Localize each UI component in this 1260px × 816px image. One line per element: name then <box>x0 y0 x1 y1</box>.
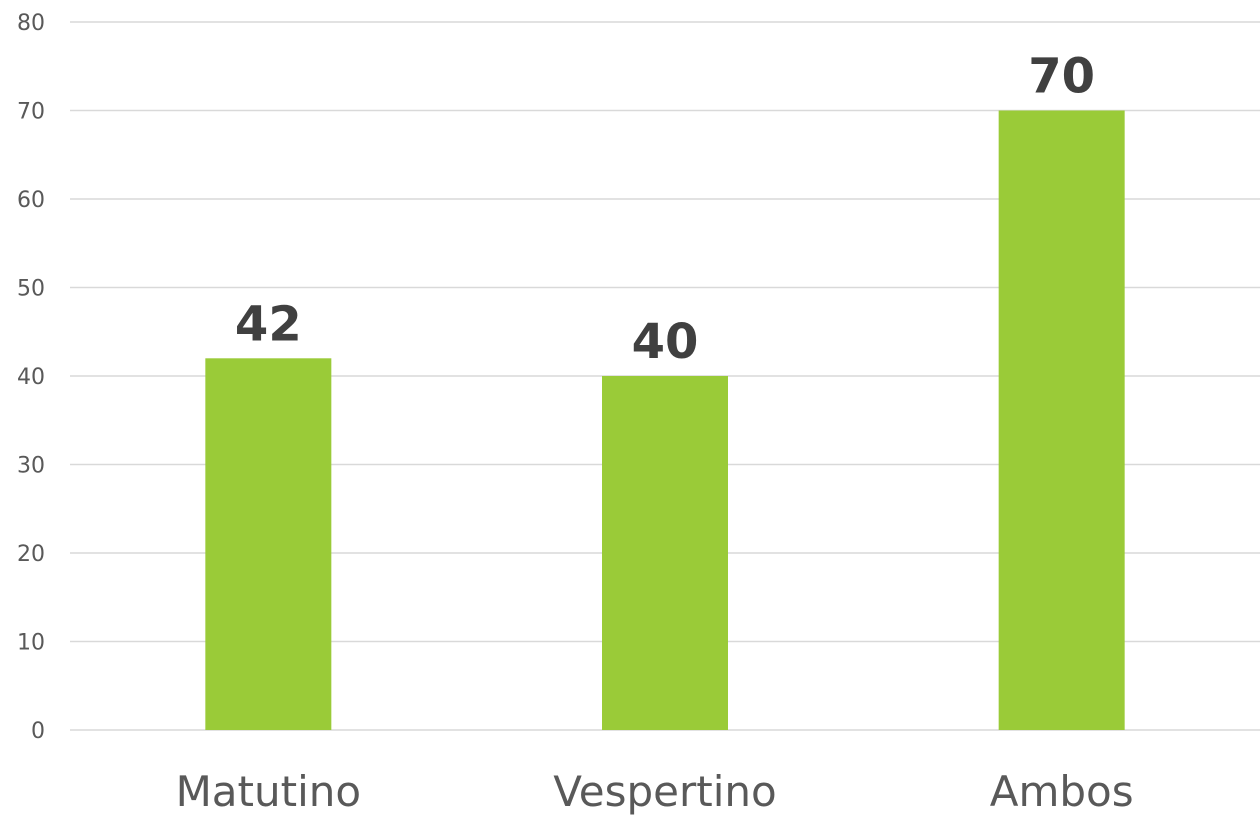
data-label-vespertino: 40 <box>632 314 699 370</box>
y-tick-label: 80 <box>17 11 45 36</box>
y-tick-label: 60 <box>17 188 45 213</box>
data-label-matutino: 42 <box>235 296 302 352</box>
category-label-matutino: Matutino <box>176 767 362 816</box>
y-tick-label: 70 <box>17 100 45 125</box>
bar-vespertino <box>602 376 728 730</box>
category-label-ambos: Ambos <box>990 767 1134 816</box>
y-axis-tick-labels: 0 10 20 30 40 50 60 70 80 <box>17 11 45 744</box>
data-label-ambos: 70 <box>1028 49 1095 105</box>
y-tick-label: 30 <box>17 454 45 479</box>
x-axis-category-labels: Matutino Vespertino Ambos <box>176 767 1134 816</box>
y-tick-label: 20 <box>17 542 45 567</box>
category-label-vespertino: Vespertino <box>553 767 776 816</box>
bar-matutino <box>205 358 332 730</box>
bars <box>205 110 1125 730</box>
y-tick-label: 0 <box>31 719 45 744</box>
data-labels: 42 40 70 <box>235 49 1095 371</box>
bar-ambos <box>998 110 1125 730</box>
y-tick-label: 40 <box>17 365 45 390</box>
y-tick-label: 10 <box>17 631 45 656</box>
y-tick-label: 50 <box>17 277 45 302</box>
